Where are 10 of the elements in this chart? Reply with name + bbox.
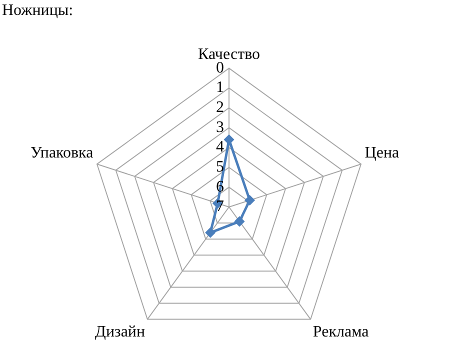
spoke-label: Реклама: [312, 323, 369, 340]
y-tick-label: 5: [216, 158, 224, 176]
spoke-label: Дизайн: [95, 323, 146, 340]
y-tick-label: 3: [216, 118, 224, 136]
spoke-label: Цена: [364, 144, 400, 162]
chart-title: Ножницы:: [2, 2, 74, 20]
y-tick-label: 1: [216, 79, 224, 96]
y-tick-label: 4: [216, 138, 224, 156]
spoke-label: Упаковка: [30, 144, 94, 162]
y-tick-label: 2: [216, 99, 224, 116]
